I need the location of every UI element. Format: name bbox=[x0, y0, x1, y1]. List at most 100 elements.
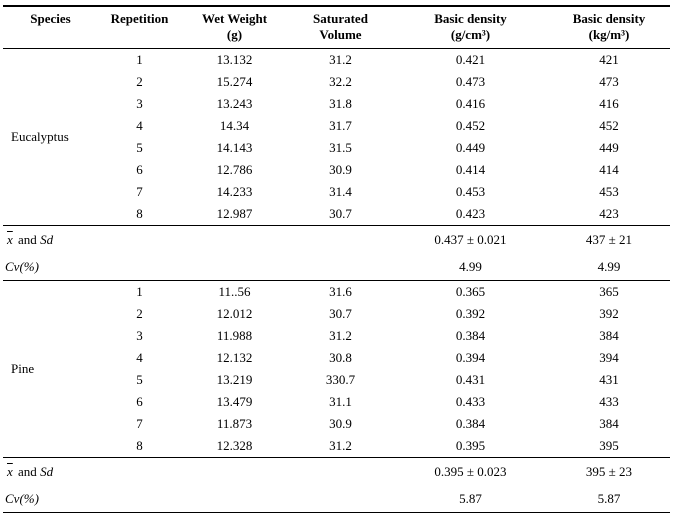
cell-wet-weight: 13.132 bbox=[216, 52, 253, 67]
mean-symbol: x bbox=[7, 463, 13, 479]
header-unit: (g) bbox=[226, 27, 243, 42]
header-text: Basic density bbox=[572, 11, 646, 26]
cell-density-kgm3: 421 bbox=[599, 52, 619, 67]
cell-repetition: 2 bbox=[136, 74, 143, 89]
cell-wet-weight: 11.873 bbox=[216, 416, 253, 431]
cell-wet-weight: 13.479 bbox=[216, 394, 253, 409]
cell-density-gcm3: 0.423 bbox=[455, 206, 486, 221]
cell-empty bbox=[181, 253, 288, 281]
cell-saturated-volume: 31.5 bbox=[329, 140, 352, 155]
cell-empty bbox=[288, 485, 393, 513]
cell-repetition: 5 bbox=[136, 372, 143, 387]
cell-wet-weight: 12.012 bbox=[216, 306, 253, 321]
cell-saturated-volume: 30.7 bbox=[329, 306, 352, 321]
cell-repetition: 1 bbox=[98, 280, 181, 303]
data-row-eucalyptus-5: 5 14.143 31.5 0.449 449 bbox=[3, 137, 670, 159]
cell-cv-density-kgm3: 5.87 bbox=[597, 490, 621, 506]
species-label: Pine bbox=[3, 280, 98, 458]
cell-density-kgm3: 384 bbox=[599, 416, 619, 431]
header-text: Volume bbox=[319, 27, 362, 42]
cell-density-kgm3: 431 bbox=[599, 372, 619, 387]
cell-density-gcm3: 0.384 bbox=[455, 416, 486, 431]
mean-and-text: and bbox=[14, 231, 41, 247]
cell-density-kgm3: 392 bbox=[599, 306, 619, 321]
cell-density-kgm3: 384 bbox=[599, 328, 619, 343]
cell-density-gcm3: 0.394 bbox=[455, 350, 486, 365]
cell-cv-density-kgm3: 4.99 bbox=[597, 258, 621, 274]
data-row-pine-6: 6 13.479 31.1 0.433 433 bbox=[3, 391, 670, 413]
cell-density-kgm3: 453 bbox=[599, 184, 619, 199]
cell-mean-density-gcm3: 0.395 ± 0.023 bbox=[393, 457, 548, 485]
cell-wet-weight: 12.987 bbox=[216, 206, 253, 221]
cell-empty bbox=[181, 225, 288, 253]
cell-saturated-volume: 31.1 bbox=[329, 394, 352, 409]
mean-and-text: and bbox=[14, 463, 41, 479]
cell-saturated-volume: 30.9 bbox=[329, 162, 352, 177]
data-row-eucalyptus-1: Eucalyptus 1 13.132 31.2 0.421 421 bbox=[3, 49, 670, 144]
mean-sd-label: x and Sd bbox=[3, 225, 181, 253]
cell-repetition: 6 bbox=[136, 394, 143, 409]
cell-repetition: 5 bbox=[136, 140, 143, 155]
data-row-eucalyptus-4: 4 14.34 31.7 0.452 452 bbox=[3, 115, 670, 137]
cell-saturated-volume: 31.2 bbox=[329, 438, 352, 453]
header-species: Species bbox=[3, 6, 98, 49]
cell-mean-density-kgm3: 437 ± 21 bbox=[548, 225, 670, 253]
header-row: Species Repetition Wet Weight (g) Satura… bbox=[3, 6, 670, 49]
cell-repetition: 6 bbox=[136, 162, 143, 177]
header-saturated-volume: Saturated Volume bbox=[288, 6, 393, 49]
cv-label: Cv(%) bbox=[5, 258, 39, 274]
cell-saturated-volume: 30.7 bbox=[329, 206, 352, 221]
mean-sd-row: x and Sd 0.437 ± 0.021 437 ± 21 bbox=[3, 225, 670, 253]
cell-density-kgm3: 394 bbox=[599, 350, 619, 365]
cell-density-gcm3: 0.414 bbox=[455, 162, 486, 177]
cell-density-kgm3: 473 bbox=[599, 74, 619, 89]
cell-density-kgm3: 395 bbox=[599, 438, 619, 453]
cell-saturated-volume: 31.8 bbox=[329, 96, 352, 111]
cell-repetition: 7 bbox=[136, 184, 143, 199]
cell-saturated-volume: 330.7 bbox=[325, 372, 356, 387]
header-text: Basic density bbox=[434, 11, 507, 26]
cell-density-gcm3: 0.395 bbox=[455, 438, 486, 453]
header-repetition: Repetition bbox=[98, 6, 181, 49]
header-basic-density-gcm3: Basic density (g/cm³) bbox=[393, 6, 548, 49]
cell-empty bbox=[288, 457, 393, 485]
cell-wet-weight: 12.328 bbox=[216, 438, 253, 453]
mean-sd-row: x and Sd 0.395 ± 0.023 395 ± 23 bbox=[3, 457, 670, 485]
cell-saturated-volume: 31.7 bbox=[329, 118, 352, 133]
cell-density-kgm3: 452 bbox=[599, 118, 619, 133]
cell-empty bbox=[288, 253, 393, 281]
header-wet-weight: Wet Weight (g) bbox=[181, 6, 288, 49]
cell-density-kgm3: 433 bbox=[599, 394, 619, 409]
cv-row: Cv(%) 4.99 4.99 bbox=[3, 253, 670, 281]
cell-wet-weight: 11..56 bbox=[181, 280, 288, 303]
cell-wet-weight: 14.34 bbox=[219, 118, 250, 133]
cell-wet-weight: 11.988 bbox=[216, 328, 253, 343]
cv-row: Cv(%) 5.87 5.87 bbox=[3, 485, 670, 513]
sd-label: Sd bbox=[40, 231, 54, 247]
cell-repetition: 4 bbox=[136, 350, 143, 365]
data-row-eucalyptus-6: 6 12.786 30.9 0.414 414 bbox=[3, 159, 670, 181]
cv-label: Cv(%) bbox=[5, 490, 39, 506]
cell-saturated-volume: 31.6 bbox=[288, 280, 393, 303]
cell-density-gcm3: 0.421 bbox=[455, 52, 486, 67]
cell-mean-density-gcm3: 0.437 ± 0.021 bbox=[393, 225, 548, 253]
cell-density-kgm3: 423 bbox=[599, 206, 619, 221]
cell-density-kgm3: 414 bbox=[599, 162, 619, 177]
table-body: Eucalyptus 1 13.132 31.2 0.421 421 2 15.274 32.2… bbox=[3, 49, 670, 513]
cell-repetition: 8 bbox=[136, 438, 143, 453]
header-text: Wet Weight bbox=[201, 11, 268, 26]
header-unit: (kg/m³) bbox=[588, 27, 630, 42]
cell-wet-weight: 13.243 bbox=[216, 96, 253, 111]
cell-saturated-volume: 30.9 bbox=[329, 416, 352, 431]
cell-cv-density-gcm3: 4.99 bbox=[459, 258, 482, 274]
header-text: Saturated bbox=[313, 11, 368, 26]
data-row-pine-8: 8 12.328 31.2 0.395 395 bbox=[3, 435, 670, 458]
cell-saturated-volume: 31.2 bbox=[329, 328, 352, 343]
cell-density-kgm3: 365 bbox=[548, 280, 670, 303]
cell-empty bbox=[181, 457, 288, 485]
cell-density-gcm3: 0.431 bbox=[455, 372, 486, 387]
cell-empty bbox=[181, 485, 288, 513]
cell-saturated-volume: 31.4 bbox=[329, 184, 352, 199]
cell-wet-weight: 15.274 bbox=[216, 74, 253, 89]
data-row-pine-1: Pine 1 11..56 31.6 0.365 365 bbox=[3, 280, 670, 458]
